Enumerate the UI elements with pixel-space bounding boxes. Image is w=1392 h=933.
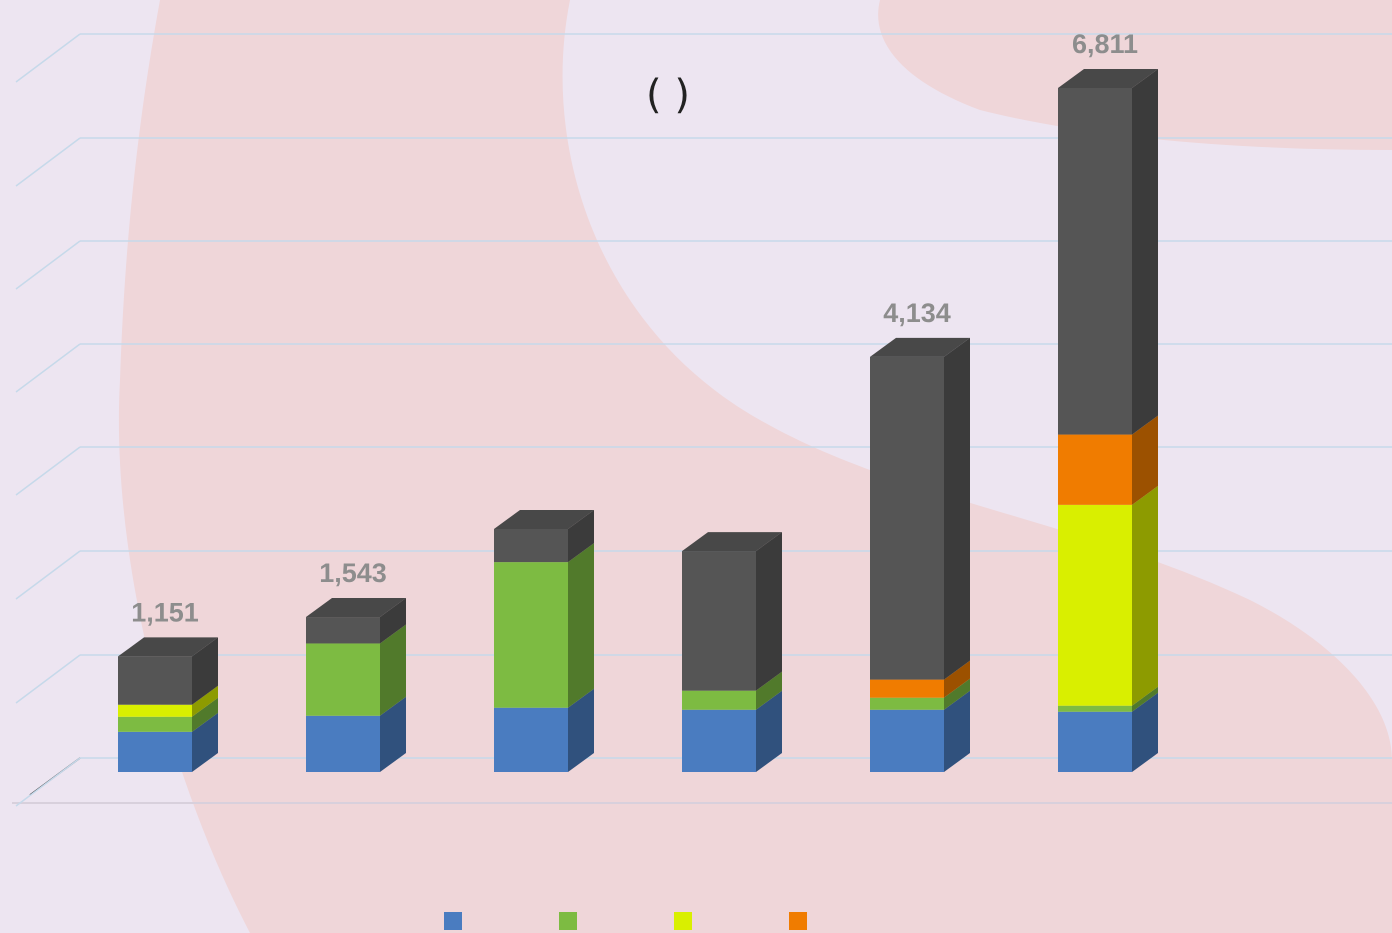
- bar-segment: [682, 709, 756, 772]
- bar-segment-side: [568, 688, 594, 772]
- bar-segment-side: [756, 690, 782, 772]
- bar-segment: [494, 562, 568, 708]
- bar-top-face: [494, 509, 594, 529]
- bars: [118, 69, 1158, 772]
- bar-top-face: [1058, 69, 1158, 88]
- bar-segment: [118, 731, 192, 772]
- bar-segment: [1058, 434, 1132, 505]
- bar-segment-side: [1132, 692, 1158, 772]
- total-label: 1,543: [319, 558, 387, 588]
- bar-segment-other-side: [756, 532, 782, 691]
- gridline-depth: [15, 33, 81, 83]
- bar-segment-side: [944, 690, 970, 772]
- bar-segment: [118, 704, 192, 717]
- bar-segment-side: [192, 685, 218, 717]
- legend-swatch: [559, 912, 577, 930]
- legend-item: [559, 912, 577, 930]
- gridline-depth: [15, 550, 81, 600]
- bar-stack: [870, 337, 970, 772]
- gridline-depth: [15, 137, 81, 187]
- bar-segment-other-side: [944, 337, 970, 680]
- legend-item: [674, 912, 692, 930]
- bar-segment: [870, 679, 944, 698]
- bar-stack: [306, 598, 406, 772]
- chart-title: ( ): [646, 72, 690, 118]
- bar-segment-side: [944, 678, 970, 710]
- bar-segment-side: [944, 660, 970, 698]
- bar-segment-side: [1132, 415, 1158, 505]
- bar-segment-other-side: [380, 598, 406, 644]
- bar-segment-side: [192, 712, 218, 772]
- bar-top-face: [682, 532, 782, 552]
- bar-segment-side: [380, 696, 406, 772]
- bar-top-face: [118, 637, 218, 657]
- total-label: 1,151: [131, 597, 199, 627]
- bar-segment-other: [870, 356, 944, 680]
- gridline-depth: [15, 446, 81, 496]
- legend-swatch: [444, 912, 462, 930]
- bar-segment: [682, 690, 756, 710]
- bar-segment-other: [306, 617, 380, 644]
- bar-segment: [1058, 504, 1132, 706]
- total-labels: 1,151 1,543 4,134 6,811: [131, 29, 1138, 627]
- gridline-depth: [15, 654, 81, 704]
- bar-top-face: [306, 598, 406, 618]
- bar-segment: [306, 715, 380, 772]
- bar-segment: [1058, 711, 1132, 772]
- bar-segment-other: [494, 528, 568, 563]
- bar-segment-side: [192, 697, 218, 732]
- legend-swatch: [674, 912, 692, 930]
- total-label: 6,811: [1072, 29, 1138, 59]
- legend-item: [789, 912, 807, 930]
- bar-segment: [118, 716, 192, 732]
- bar-segment-side: [756, 671, 782, 710]
- bar-top-face: [870, 337, 970, 357]
- bar-segment-other-side: [1132, 69, 1158, 435]
- gridline-depth: [15, 757, 81, 807]
- bar-stack: [494, 509, 594, 772]
- bar-segment: [1058, 705, 1132, 712]
- total-label: 4,134: [883, 298, 951, 328]
- bar-segment: [494, 707, 568, 772]
- bar-stack: [1058, 69, 1158, 772]
- bar-segment-other: [682, 551, 756, 691]
- bar-segment-other-side: [568, 509, 594, 563]
- legend-swatch: [789, 912, 807, 930]
- legend-item: [444, 912, 462, 930]
- bar-segment-other: [1058, 88, 1132, 435]
- gridline-depth: [15, 240, 81, 290]
- bar-segment: [870, 697, 944, 710]
- bar-segment: [870, 709, 944, 772]
- bar-segment-side: [1132, 686, 1158, 712]
- bar-segment: [306, 643, 380, 716]
- bar-segment-other-side: [192, 637, 218, 705]
- legend: [0, 912, 1392, 933]
- bar-segment-side: [1132, 485, 1158, 706]
- bar-stack: [118, 637, 218, 772]
- bar-segment-other: [118, 656, 192, 705]
- bar-segment-side: [568, 543, 594, 708]
- background-decoration: [118, 0, 1392, 933]
- bar-segment-side: [380, 624, 406, 716]
- gridline-depth: [15, 343, 81, 393]
- bar-stack: [682, 532, 782, 772]
